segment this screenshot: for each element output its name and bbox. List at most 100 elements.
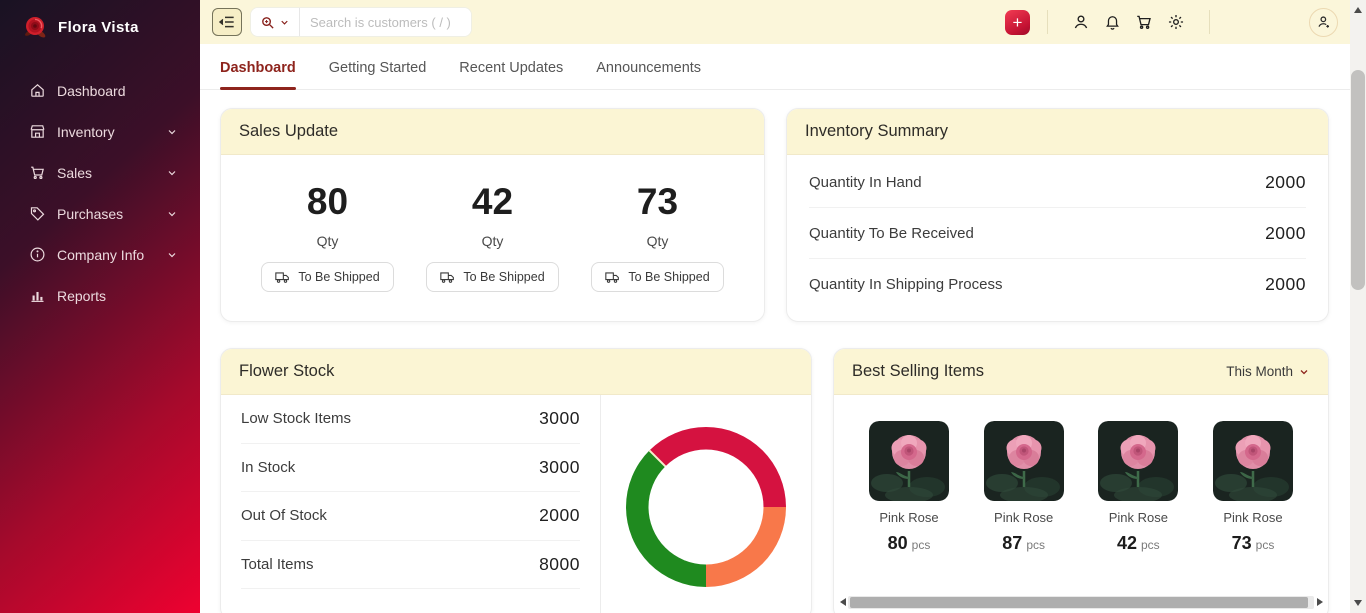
pink-rose-photo	[1212, 421, 1293, 501]
to-be-shipped-button[interactable]: To Be Shipped	[591, 262, 724, 292]
sidebar: Flora Vista Dashboard Inventory Sa	[0, 0, 200, 613]
card-title: Inventory Summary	[787, 109, 1328, 155]
best-selling-card: Best Selling Items This Month	[833, 348, 1329, 613]
stock-value: 3000	[539, 408, 580, 429]
summary-value: 2000	[1265, 171, 1306, 192]
pink-rose-photo	[869, 421, 949, 501]
card-title: Best Selling Items	[852, 362, 985, 380]
to-be-shipped-label: To Be Shipped	[463, 270, 545, 284]
chevron-down-icon	[168, 211, 176, 216]
horizontal-scrollbar[interactable]	[837, 595, 1325, 609]
rose-logo-icon	[25, 17, 46, 38]
sidebar-item-purchases[interactable]: Purchases	[0, 193, 200, 234]
vertical-scrollbar[interactable]	[1350, 0, 1366, 613]
settings-button[interactable]	[1167, 13, 1185, 31]
sidebar-item-label: Company Info	[57, 246, 145, 263]
cart-button[interactable]	[1135, 13, 1153, 31]
scroll-up-arrow[interactable]	[1350, 2, 1366, 18]
product-qty: 87 pcs	[981, 533, 1067, 554]
summary-row: Quantity In Hand 2000	[809, 157, 1306, 208]
summary-label: Quantity In Shipping Process	[809, 275, 1003, 293]
product-item[interactable]: Pink Rose 80 pcs	[866, 421, 952, 554]
period-dropdown[interactable]: This Month	[1226, 364, 1310, 379]
topbar-divider	[1209, 10, 1210, 34]
tab-getting-started[interactable]: Getting Started	[328, 60, 427, 76]
chevron-down-icon	[1300, 369, 1308, 374]
sales-update-card: Sales Update 80 Qty To Be Shipped	[220, 108, 765, 322]
sidebar-item-reports[interactable]: Reports	[0, 275, 200, 316]
gear-icon	[1168, 14, 1184, 30]
tab-announcements[interactable]: Announcements	[596, 60, 702, 76]
product-qty-value: 73	[1231, 533, 1252, 553]
stock-value: 8000	[539, 553, 580, 574]
scroll-down-arrow[interactable]	[1350, 595, 1366, 611]
sidebar-item-sales[interactable]: Sales	[0, 152, 200, 193]
product-qty-value: 42	[1116, 533, 1137, 553]
product-unit: pcs	[1140, 538, 1160, 552]
product-qty: 80 pcs	[866, 533, 952, 554]
stock-label: Total Items	[241, 555, 314, 573]
scroll-left-arrow[interactable]	[837, 595, 848, 609]
summary-label: Quantity In Hand	[809, 173, 922, 191]
sidebar-item-label: Dashboard	[57, 82, 126, 99]
sidebar-item-inventory[interactable]: Inventory	[0, 111, 200, 152]
to-be-shipped-button[interactable]: To Be Shipped	[261, 262, 394, 292]
stock-label: In Stock	[241, 458, 296, 476]
sales-column: 73 Qty To Be Shipped	[585, 181, 731, 292]
tag-icon	[30, 207, 45, 221]
horizontal-scrollbar-thumb[interactable]	[850, 596, 1308, 608]
brand: Flora Vista	[0, 0, 200, 48]
page-tabs: Dashboard Getting Started Recent Updates…	[200, 44, 1350, 90]
sales-qty-label: Qty	[646, 233, 669, 249]
product-qty-value: 87	[1002, 533, 1023, 553]
horizontal-scrollbar-track[interactable]	[848, 595, 1314, 609]
chevron-down-icon	[168, 252, 176, 257]
product-item[interactable]: Pink Rose 73 pcs	[1210, 421, 1296, 554]
users-button[interactable]	[1072, 13, 1090, 31]
stock-label: Low Stock Items	[241, 410, 352, 428]
collapse-menu-icon	[219, 16, 234, 28]
product-item[interactable]: Pink Rose 42 pcs	[1095, 421, 1181, 554]
sidebar-nav: Dashboard Inventory Sales Pur	[0, 70, 200, 316]
product-list: Pink Rose 80 pcs	[834, 395, 1328, 554]
summary-row: Quantity To Be Received 2000	[809, 208, 1306, 259]
search-input[interactable]	[300, 8, 471, 36]
product-unit: pcs	[911, 538, 931, 552]
to-be-shipped-label: To Be Shipped	[628, 270, 710, 284]
product-item[interactable]: Pink Rose 87 pcs	[981, 421, 1067, 554]
sidebar-toggle-button[interactable]	[212, 8, 242, 36]
topbar-actions: +	[1005, 7, 1338, 37]
stock-row: In Stock 3000	[241, 444, 580, 492]
product-unit: pcs	[1026, 538, 1046, 552]
sales-column: 80 Qty To Be Shipped	[255, 181, 401, 292]
sales-qty-value: 42	[471, 181, 514, 222]
sidebar-item-company-info[interactable]: Company Info	[0, 234, 200, 275]
scroll-right-arrow[interactable]	[1314, 595, 1325, 609]
chevron-down-icon	[281, 20, 288, 25]
stock-row: Out Of Stock 2000	[241, 492, 580, 541]
tab-dashboard[interactable]: Dashboard	[220, 60, 296, 90]
vertical-scrollbar-thumb[interactable]	[1351, 70, 1365, 290]
to-be-shipped-button[interactable]: To Be Shipped	[426, 262, 559, 292]
product-name: Pink Rose	[879, 510, 939, 525]
truck-icon	[275, 271, 290, 283]
to-be-shipped-label: To Be Shipped	[298, 270, 380, 284]
stock-row: Total Items 8000	[241, 541, 580, 589]
search-group	[250, 7, 472, 37]
sidebar-item-dashboard[interactable]: Dashboard	[0, 70, 200, 111]
period-label: This Month	[1226, 364, 1293, 379]
tab-recent-updates[interactable]: Recent Updates	[459, 60, 564, 76]
product-qty: 42 pcs	[1095, 533, 1181, 554]
flower-stock-donut	[626, 427, 786, 587]
product-name: Pink Rose	[994, 510, 1054, 525]
notifications-button[interactable]	[1104, 13, 1121, 31]
sidebar-item-label: Reports	[57, 287, 107, 304]
search-scope-dropdown[interactable]	[251, 8, 300, 36]
flower-stock-card: Flower Stock Low Stock Items 3000 In Sto…	[220, 348, 812, 613]
quick-add-button[interactable]: +	[1005, 9, 1030, 35]
stock-list: Low Stock Items 3000 In Stock 3000 Out O…	[221, 395, 601, 613]
chevron-down-icon	[168, 129, 176, 134]
sales-column: 42 Qty To Be Shipped	[420, 181, 566, 292]
account-avatar-button[interactable]	[1309, 7, 1338, 37]
